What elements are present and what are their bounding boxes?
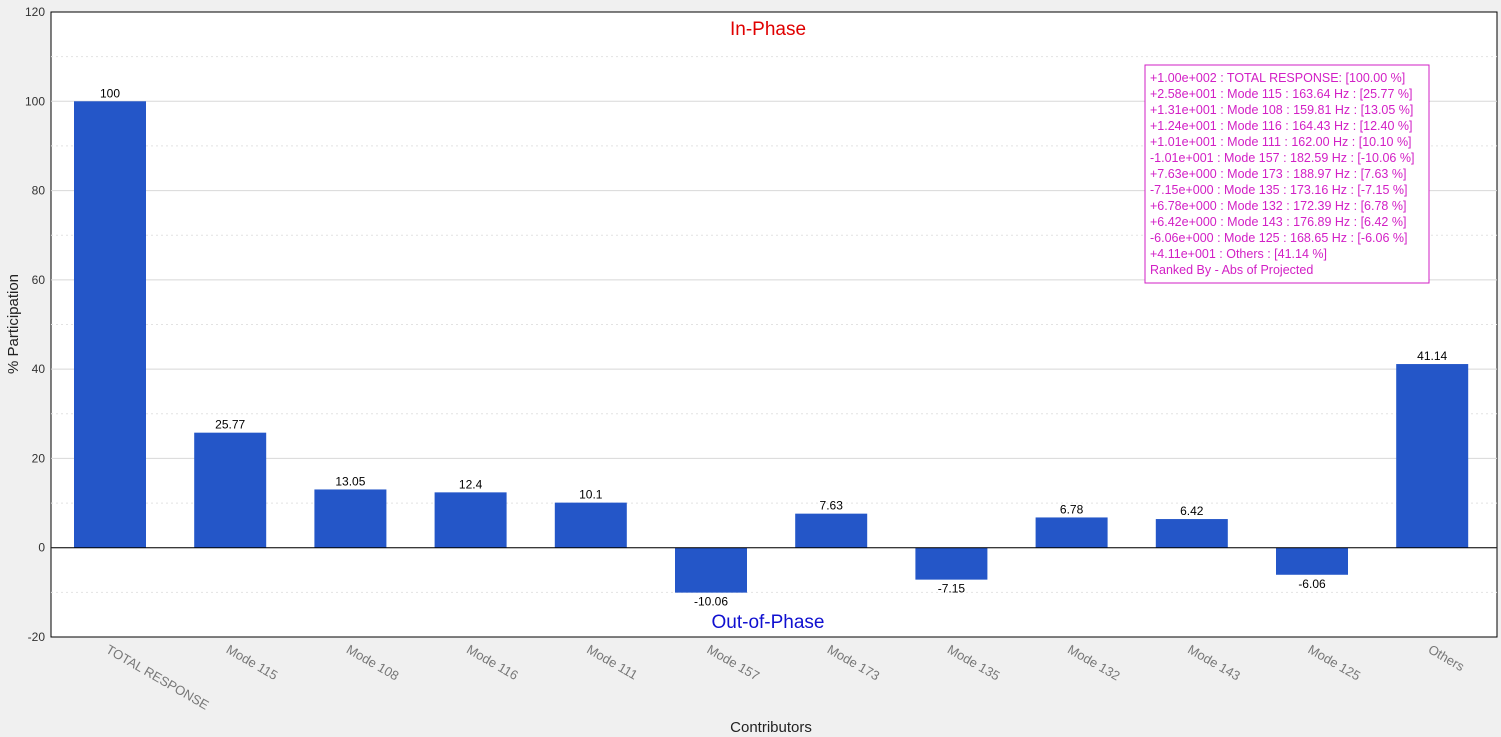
y-tick-label: 40	[32, 362, 46, 376]
bar	[74, 101, 146, 548]
y-tick-label: 100	[25, 94, 45, 108]
legend-entry: Ranked By - Abs of Projected	[1150, 263, 1313, 277]
bar	[915, 547, 988, 580]
bars-layer	[51, 101, 1497, 593]
x-tick-label: Others	[1426, 642, 1468, 675]
legend-entry: -6.06e+000 : Mode 125 : 168.65 Hz : [-6.…	[1150, 231, 1407, 245]
legend-entry: +1.01e+001 : Mode 111 : 162.00 Hz : [10.…	[1150, 135, 1412, 149]
out-of-phase-title: Out-of-Phase	[712, 612, 825, 633]
x-tick-label: Mode 132	[1065, 642, 1123, 684]
bar	[1276, 547, 1348, 575]
legend-box: +1.00e+002 : TOTAL RESPONSE: [100.00 %] +…	[1144, 64, 1430, 284]
y-axis-title: % Participation	[5, 274, 22, 374]
x-tick-label: Mode 173	[825, 642, 883, 684]
x-tick-label: TOTAL RESPONSE	[104, 642, 212, 713]
bar	[1035, 517, 1108, 548]
bar	[554, 502, 627, 548]
in-phase-title: In-Phase	[730, 19, 806, 40]
legend-entry: +1.31e+001 : Mode 108 : 159.81 Hz : [13.…	[1150, 103, 1413, 117]
x-tick-label: Mode 143	[1185, 642, 1243, 684]
bar	[795, 513, 868, 548]
x-axis-title: Contributors	[730, 719, 812, 736]
y-tick-label: 60	[32, 273, 46, 287]
bar-value-label: 6.78	[1060, 502, 1084, 516]
x-tick-label: Mode 125	[1306, 642, 1364, 684]
bar-value-label: 12.4	[459, 477, 483, 491]
bar	[194, 432, 267, 548]
bar-value-label: 6.42	[1180, 504, 1204, 518]
legend-entry: +6.78e+000 : Mode 132 : 172.39 Hz : [6.7…	[1150, 199, 1406, 213]
bar	[675, 547, 747, 593]
y-tick-label: 80	[32, 184, 46, 198]
legend-entry: +1.24e+001 : Mode 116 : 164.43 Hz : [12.…	[1150, 119, 1412, 133]
bar-value-label: 25.77	[215, 418, 245, 432]
legend-lines: +1.00e+002 : TOTAL RESPONSE: [100.00 %] +…	[1150, 71, 1414, 277]
x-tick-label: Mode 115	[224, 642, 281, 683]
x-tick-label: Mode 116	[464, 642, 521, 683]
x-tick-label: Mode 111	[584, 642, 640, 683]
legend-entry: +1.00e+002 : TOTAL RESPONSE: [100.00 %]	[1150, 71, 1405, 85]
y-tick-label: 0	[38, 541, 45, 555]
legend-entry: +2.58e+001 : Mode 115 : 163.64 Hz : [25.…	[1150, 87, 1412, 101]
bar-value-label: -6.06	[1298, 577, 1326, 591]
bar-value-label: 7.63	[820, 499, 844, 513]
legend-entry: +6.42e+000 : Mode 143 : 176.89 Hz : [6.4…	[1150, 215, 1406, 229]
y-tick-label: -20	[28, 630, 46, 644]
bar-value-label: 13.05	[335, 474, 365, 488]
legend-frame	[1144, 64, 1430, 284]
x-tick-label: Mode 157	[705, 642, 763, 684]
bar-value-label: -7.15	[938, 582, 966, 596]
bar-value-label: 100	[100, 86, 120, 100]
bar-value-label: -10.06	[694, 595, 728, 609]
bar	[1155, 519, 1228, 548]
x-tick-label: Mode 135	[945, 642, 1003, 684]
y-tick-label: 20	[32, 451, 46, 465]
bar	[434, 492, 507, 548]
legend-entry: +7.63e+000 : Mode 173 : 188.97 Hz : [7.6…	[1150, 167, 1406, 181]
bar-value-label: 10.1	[579, 488, 603, 502]
legend-entry: -7.15e+000 : Mode 135 : 173.16 Hz : [-7.…	[1150, 183, 1407, 197]
bar-value-label: 41.14	[1417, 349, 1447, 363]
x-tick-label: Mode 108	[344, 642, 402, 684]
legend-entry: +4.11e+001 : Others : [41.14 %]	[1150, 247, 1327, 261]
bar	[314, 489, 387, 548]
bar	[1396, 364, 1469, 548]
legend-entry: -1.01e+001 : Mode 157 : 182.59 Hz : [-10…	[1150, 151, 1414, 165]
y-tick-label: 120	[25, 5, 45, 19]
